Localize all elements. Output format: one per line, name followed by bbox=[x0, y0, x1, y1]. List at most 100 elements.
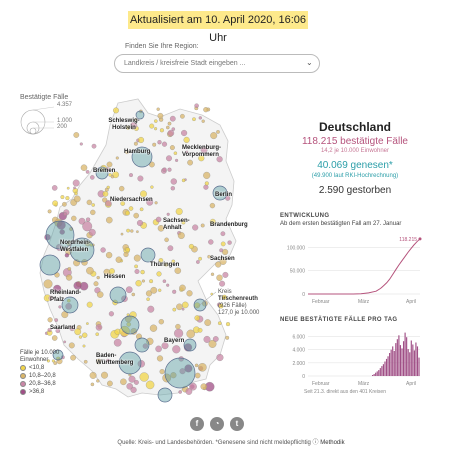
incidence-swatch bbox=[20, 365, 26, 371]
bar bbox=[398, 335, 400, 376]
district-marker bbox=[137, 175, 144, 182]
district-marker bbox=[52, 349, 64, 361]
whatsapp-icon[interactable]: ◔ bbox=[210, 417, 224, 431]
district-marker bbox=[200, 383, 208, 390]
twitter-icon[interactable]: t bbox=[230, 417, 244, 431]
district-marker bbox=[139, 207, 144, 212]
incidence-legend-item: 20,8–36,8 bbox=[20, 380, 59, 388]
district-marker bbox=[95, 324, 103, 331]
district-marker bbox=[81, 259, 88, 266]
district-marker bbox=[135, 110, 145, 120]
region-search-input[interactable]: Landkreis / kreisfreie Stadt eingeben ..… bbox=[114, 54, 320, 73]
district-marker bbox=[108, 268, 115, 275]
footer-source: Quelle: Kreis- und Landesbehörden. *Gene… bbox=[117, 440, 311, 446]
district-marker bbox=[64, 253, 70, 258]
incidence-legend-label: >36,8 bbox=[29, 388, 45, 395]
bar bbox=[382, 364, 384, 376]
district-marker bbox=[171, 127, 176, 131]
district-marker bbox=[145, 290, 153, 297]
district-marker bbox=[120, 201, 126, 206]
district-marker bbox=[48, 295, 54, 301]
district-marker bbox=[200, 146, 208, 154]
district-marker bbox=[222, 248, 229, 256]
district-marker bbox=[70, 354, 76, 361]
district-marker bbox=[149, 161, 155, 168]
district-marker bbox=[108, 173, 112, 177]
region-label: Finden Sie Ihre Region: bbox=[125, 43, 199, 50]
district-marker bbox=[162, 279, 167, 283]
district-marker bbox=[174, 267, 182, 274]
district-marker bbox=[181, 129, 188, 137]
district-marker bbox=[194, 103, 199, 108]
district-marker bbox=[84, 240, 91, 247]
district-marker bbox=[181, 220, 186, 225]
district-marker bbox=[187, 159, 193, 166]
district-marker bbox=[150, 286, 158, 294]
district-marker bbox=[146, 198, 154, 206]
daily-cases-chart[interactable]: 6.000 4.000 2.000 0 Februar März April bbox=[280, 326, 430, 388]
incidence-legend-item: >36,8 bbox=[20, 388, 59, 396]
state-label: Hessen bbox=[104, 274, 126, 280]
district-marker bbox=[91, 143, 97, 149]
district-marker bbox=[95, 358, 102, 365]
district-marker bbox=[107, 380, 113, 387]
district-marker bbox=[201, 119, 205, 123]
district-marker bbox=[167, 245, 174, 252]
facebook-icon[interactable]: f bbox=[190, 417, 204, 431]
chevron-down-icon[interactable]: ⌄ bbox=[306, 58, 313, 67]
district-marker bbox=[158, 258, 164, 263]
district-marker bbox=[200, 223, 205, 228]
chart-daily-title: NEUE BESTÄTIGTE FÄLLE PRO TAG bbox=[280, 317, 398, 323]
district-marker bbox=[194, 315, 200, 321]
district-marker bbox=[67, 267, 72, 271]
district-marker bbox=[171, 259, 176, 264]
district-marker bbox=[136, 230, 139, 234]
district-marker bbox=[162, 373, 172, 383]
district-marker bbox=[198, 256, 202, 261]
district-marker bbox=[47, 317, 53, 323]
district-marker bbox=[65, 196, 70, 201]
chart-daily-note: Seit 21.3. direkt aus den 401 Kreisen bbox=[304, 389, 386, 395]
district-marker bbox=[123, 251, 129, 258]
district-marker bbox=[93, 281, 99, 287]
recovered-count: 40.069 genesen* bbox=[317, 160, 393, 171]
bar bbox=[418, 357, 420, 376]
bar bbox=[415, 342, 417, 376]
state-label: Bayern bbox=[164, 338, 185, 344]
district-marker bbox=[125, 286, 133, 294]
cumulative-cases-chart[interactable]: 100.000 50.000 0 Februar März April 118.215 bbox=[280, 232, 430, 310]
district-marker bbox=[164, 262, 169, 267]
bar bbox=[376, 371, 378, 376]
district-marker bbox=[130, 229, 134, 233]
district-marker bbox=[82, 344, 86, 348]
bar bbox=[399, 345, 402, 376]
district-marker bbox=[192, 224, 199, 231]
district-marker bbox=[134, 269, 140, 274]
district-marker bbox=[155, 216, 162, 223]
district-marker bbox=[43, 279, 53, 289]
district-marker bbox=[212, 336, 219, 342]
germany-map[interactable] bbox=[30, 95, 270, 415]
y-tick-label: 6.000 bbox=[292, 335, 305, 341]
district-marker bbox=[140, 190, 147, 198]
district-marker bbox=[130, 328, 138, 335]
district-marker bbox=[166, 283, 170, 287]
bar bbox=[390, 349, 392, 376]
district-marker bbox=[96, 291, 104, 298]
district-marker bbox=[125, 247, 131, 253]
state-label: Sachsen-Anhalt bbox=[163, 218, 190, 231]
district-marker bbox=[63, 212, 68, 217]
methodik-link[interactable]: Methodik bbox=[320, 440, 345, 446]
bar bbox=[407, 349, 409, 376]
district-marker bbox=[147, 305, 155, 313]
district-marker bbox=[73, 195, 81, 203]
district-marker bbox=[51, 185, 58, 191]
district-marker bbox=[47, 327, 52, 333]
death-count: 2.590 gestorben bbox=[318, 185, 392, 196]
district-marker bbox=[152, 142, 157, 147]
bar bbox=[378, 370, 380, 376]
state-label: Nordrhein-Westfalen bbox=[60, 240, 91, 253]
district-marker bbox=[133, 118, 138, 122]
district-marker bbox=[219, 248, 224, 253]
district-marker bbox=[129, 173, 133, 178]
